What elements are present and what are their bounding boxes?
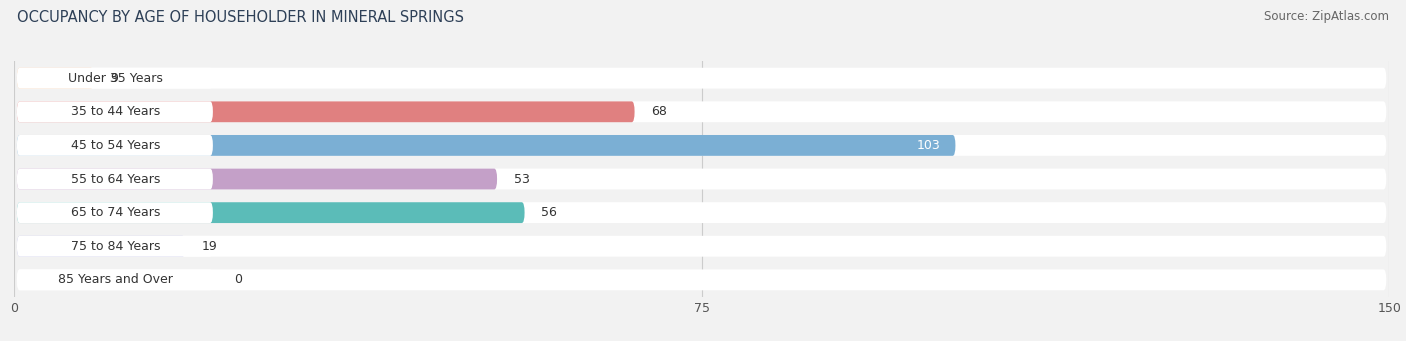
FancyBboxPatch shape [17, 135, 212, 156]
FancyBboxPatch shape [17, 202, 1386, 223]
Text: 53: 53 [513, 173, 530, 186]
Text: 55 to 64 Years: 55 to 64 Years [70, 173, 160, 186]
Text: 103: 103 [917, 139, 941, 152]
FancyBboxPatch shape [17, 135, 956, 156]
Text: 19: 19 [202, 240, 218, 253]
FancyBboxPatch shape [17, 101, 1386, 122]
Text: 45 to 54 Years: 45 to 54 Years [70, 139, 160, 152]
FancyBboxPatch shape [17, 68, 1386, 89]
Text: 68: 68 [651, 105, 666, 118]
Text: 56: 56 [541, 206, 557, 219]
Text: 9: 9 [110, 72, 118, 85]
Text: Under 35 Years: Under 35 Years [67, 72, 163, 85]
Text: 65 to 74 Years: 65 to 74 Years [70, 206, 160, 219]
FancyBboxPatch shape [17, 168, 1386, 190]
FancyBboxPatch shape [17, 135, 1386, 156]
FancyBboxPatch shape [17, 68, 94, 89]
FancyBboxPatch shape [17, 269, 212, 290]
Text: 75 to 84 Years: 75 to 84 Years [70, 240, 160, 253]
FancyBboxPatch shape [17, 236, 1386, 257]
Text: 0: 0 [233, 273, 242, 286]
FancyBboxPatch shape [17, 168, 212, 190]
FancyBboxPatch shape [17, 236, 186, 257]
FancyBboxPatch shape [17, 101, 212, 122]
Text: OCCUPANCY BY AGE OF HOUSEHOLDER IN MINERAL SPRINGS: OCCUPANCY BY AGE OF HOUSEHOLDER IN MINER… [17, 10, 464, 25]
FancyBboxPatch shape [17, 269, 1386, 290]
FancyBboxPatch shape [17, 68, 212, 89]
FancyBboxPatch shape [17, 202, 212, 223]
Text: 85 Years and Over: 85 Years and Over [58, 273, 173, 286]
Text: 35 to 44 Years: 35 to 44 Years [70, 105, 160, 118]
FancyBboxPatch shape [17, 236, 212, 257]
Text: Source: ZipAtlas.com: Source: ZipAtlas.com [1264, 10, 1389, 23]
FancyBboxPatch shape [17, 101, 634, 122]
FancyBboxPatch shape [17, 202, 524, 223]
FancyBboxPatch shape [17, 168, 498, 190]
